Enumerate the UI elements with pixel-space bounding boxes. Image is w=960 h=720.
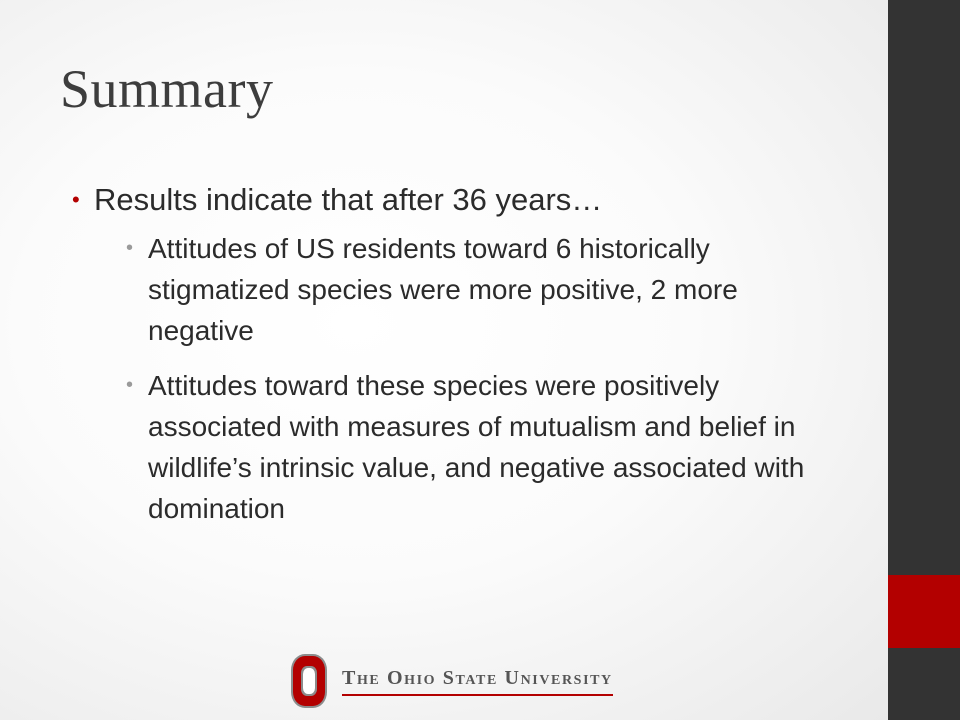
sub-bullet-text: Attitudes toward these species were posi… <box>148 370 805 524</box>
sub-bullet-dot-icon: • <box>126 237 134 259</box>
university-wordmark: The Ohio State University <box>342 667 613 696</box>
slide-canvas: Summary • Results indicate that after 36… <box>0 0 888 720</box>
sub-bullet-text: Attitudes of US residents toward 6 histo… <box>148 233 738 346</box>
bullet-dot-icon: • <box>72 187 80 212</box>
block-o-logo-icon <box>291 654 327 708</box>
bullet-main: • Results indicate that after 36 years… … <box>72 180 812 529</box>
sidebar-accent-block <box>888 575 960 648</box>
sub-bullet: • Attitudes toward these species were po… <box>126 365 812 529</box>
bullet-list: • Results indicate that after 36 years… … <box>72 180 812 543</box>
slide-title: Summary <box>60 59 274 119</box>
sub-bullet-list: • Attitudes of US residents toward 6 his… <box>126 228 812 529</box>
bullet-main-text: Results indicate that after 36 years… <box>94 182 603 217</box>
sub-bullet: • Attitudes of US residents toward 6 his… <box>126 228 812 351</box>
sub-bullet-dot-icon: • <box>126 374 134 396</box>
university-logo: The Ohio State University <box>290 653 613 709</box>
